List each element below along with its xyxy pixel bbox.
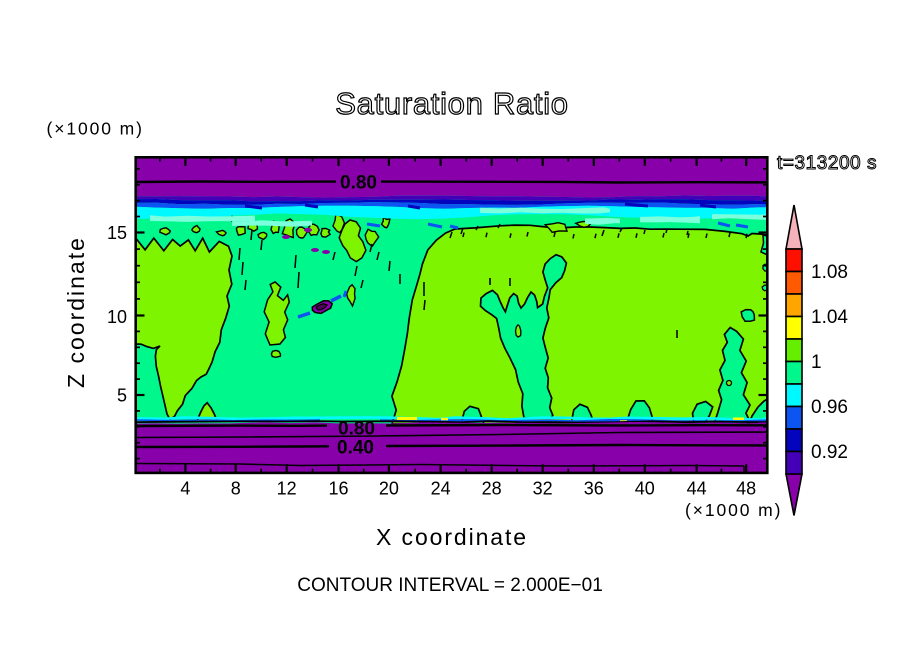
- svg-text:15: 15: [107, 223, 127, 243]
- svg-text:CONTOUR INTERVAL = 2.000E−01: CONTOUR INTERVAL = 2.000E−01: [297, 575, 603, 596]
- svg-text:0.96: 0.96: [811, 397, 848, 418]
- svg-text:X coordinate: X coordinate: [376, 524, 528, 550]
- svg-text:(×1000 m): (×1000 m): [47, 119, 144, 139]
- svg-text:40: 40: [635, 479, 655, 499]
- svg-text:(×1000 m): (×1000 m): [685, 500, 782, 520]
- svg-text:36: 36: [584, 479, 604, 499]
- svg-text:0.80: 0.80: [340, 172, 377, 193]
- svg-text:5: 5: [117, 386, 127, 406]
- svg-text:t=313200 s: t=313200 s: [777, 153, 877, 174]
- svg-text:4: 4: [180, 479, 190, 499]
- svg-text:0.92: 0.92: [811, 442, 848, 463]
- svg-text:0.40: 0.40: [337, 437, 374, 458]
- svg-text:28: 28: [482, 479, 502, 499]
- svg-text:1.04: 1.04: [811, 307, 848, 328]
- svg-text:1.08: 1.08: [811, 262, 848, 283]
- svg-text:Saturation Ratio: Saturation Ratio: [335, 86, 569, 121]
- svg-text:10: 10: [107, 307, 127, 327]
- svg-text:48: 48: [736, 479, 756, 499]
- svg-text:44: 44: [687, 479, 707, 499]
- svg-text:0.80: 0.80: [338, 419, 375, 440]
- svg-text:Z coordinate: Z coordinate: [63, 236, 89, 388]
- svg-text:24: 24: [431, 479, 451, 499]
- svg-text:20: 20: [379, 479, 399, 499]
- svg-text:16: 16: [328, 479, 348, 499]
- svg-text:12: 12: [277, 479, 297, 499]
- svg-text:32: 32: [533, 479, 553, 499]
- svg-text:8: 8: [231, 479, 241, 499]
- svg-text:1: 1: [811, 352, 822, 373]
